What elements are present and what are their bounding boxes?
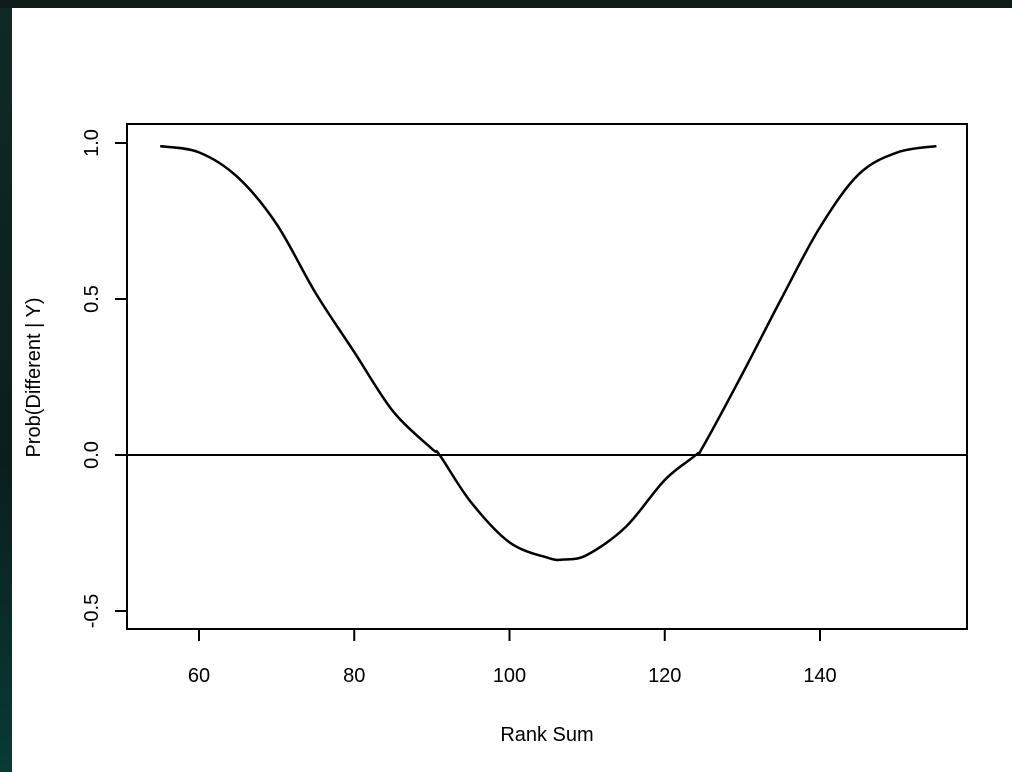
x-tick-label: 100 — [493, 665, 526, 687]
y-axis-title: Prob(Different | Y) — [23, 297, 45, 457]
y-axis: -0.5 0.0 0.5 1.0 — [81, 129, 127, 628]
probability-curve — [159, 144, 937, 562]
plot-frame — [126, 123, 968, 630]
y-tick-label: 1.0 — [81, 129, 103, 157]
x-axis: 60 80 100 120 140 — [188, 629, 837, 687]
plot-panel — [12, 8, 1012, 772]
x-tick-label: 120 — [648, 665, 681, 687]
y-tick-label: 0.5 — [81, 285, 103, 313]
window-top-bar — [0, 0, 1012, 8]
x-tick-label: 80 — [343, 665, 365, 687]
x-tick-label: 140 — [803, 665, 836, 687]
y-tick-label: 0.0 — [81, 441, 103, 469]
y-tick-label: -0.5 — [81, 594, 103, 628]
x-axis-title: Rank Sum — [500, 724, 593, 746]
x-tick-label: 60 — [188, 665, 210, 687]
